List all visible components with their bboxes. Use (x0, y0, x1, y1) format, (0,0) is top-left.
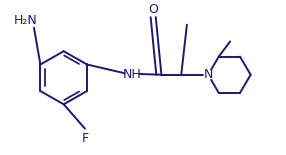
Text: H₂N: H₂N (14, 14, 37, 27)
Text: O: O (148, 3, 158, 16)
Text: NH: NH (122, 68, 141, 81)
Text: F: F (82, 132, 88, 145)
Text: N: N (203, 68, 213, 81)
